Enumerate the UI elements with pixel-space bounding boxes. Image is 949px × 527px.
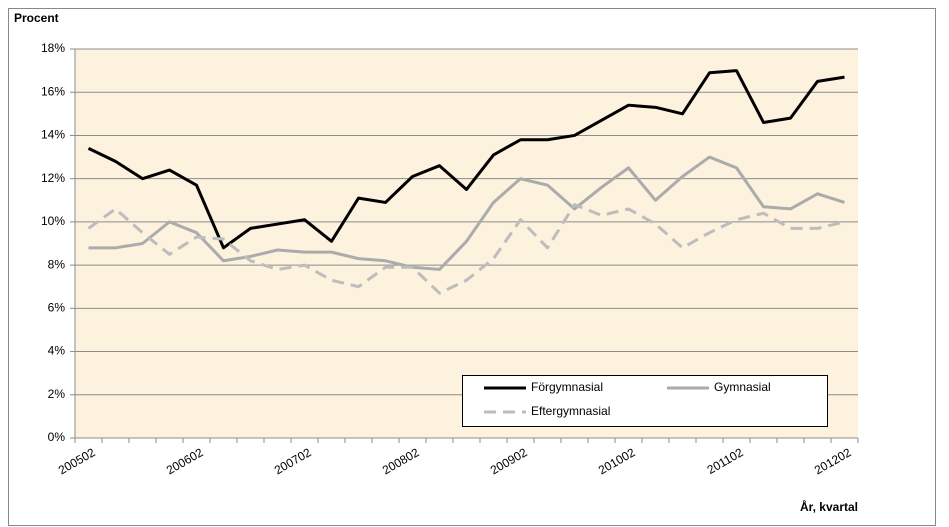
legend-label: Gymnasial: [714, 380, 771, 394]
legend-box: [462, 375, 828, 427]
y-tick-label: 0%: [48, 430, 66, 444]
y-tick-label: 14%: [41, 128, 65, 142]
y-axis-label: Procent: [14, 11, 59, 25]
series-line: [87, 203, 845, 295]
series-line: [88, 155, 845, 271]
y-tick-label: 8%: [48, 257, 66, 271]
y-tick-label: 16%: [41, 84, 65, 98]
y-tick-label: 2%: [48, 387, 66, 401]
y-tick-label: 12%: [41, 171, 65, 185]
x-axis-label: År, kvartal: [800, 499, 858, 514]
series-line: [87, 69, 845, 250]
legend-label: Eftergymnasial: [531, 404, 610, 418]
y-tick-label: 18%: [41, 41, 65, 55]
y-tick-label: 4%: [48, 344, 66, 358]
y-tick-label: 10%: [41, 214, 65, 228]
legend-label: Förgymnasial: [531, 380, 603, 394]
y-tick-label: 6%: [48, 301, 66, 315]
